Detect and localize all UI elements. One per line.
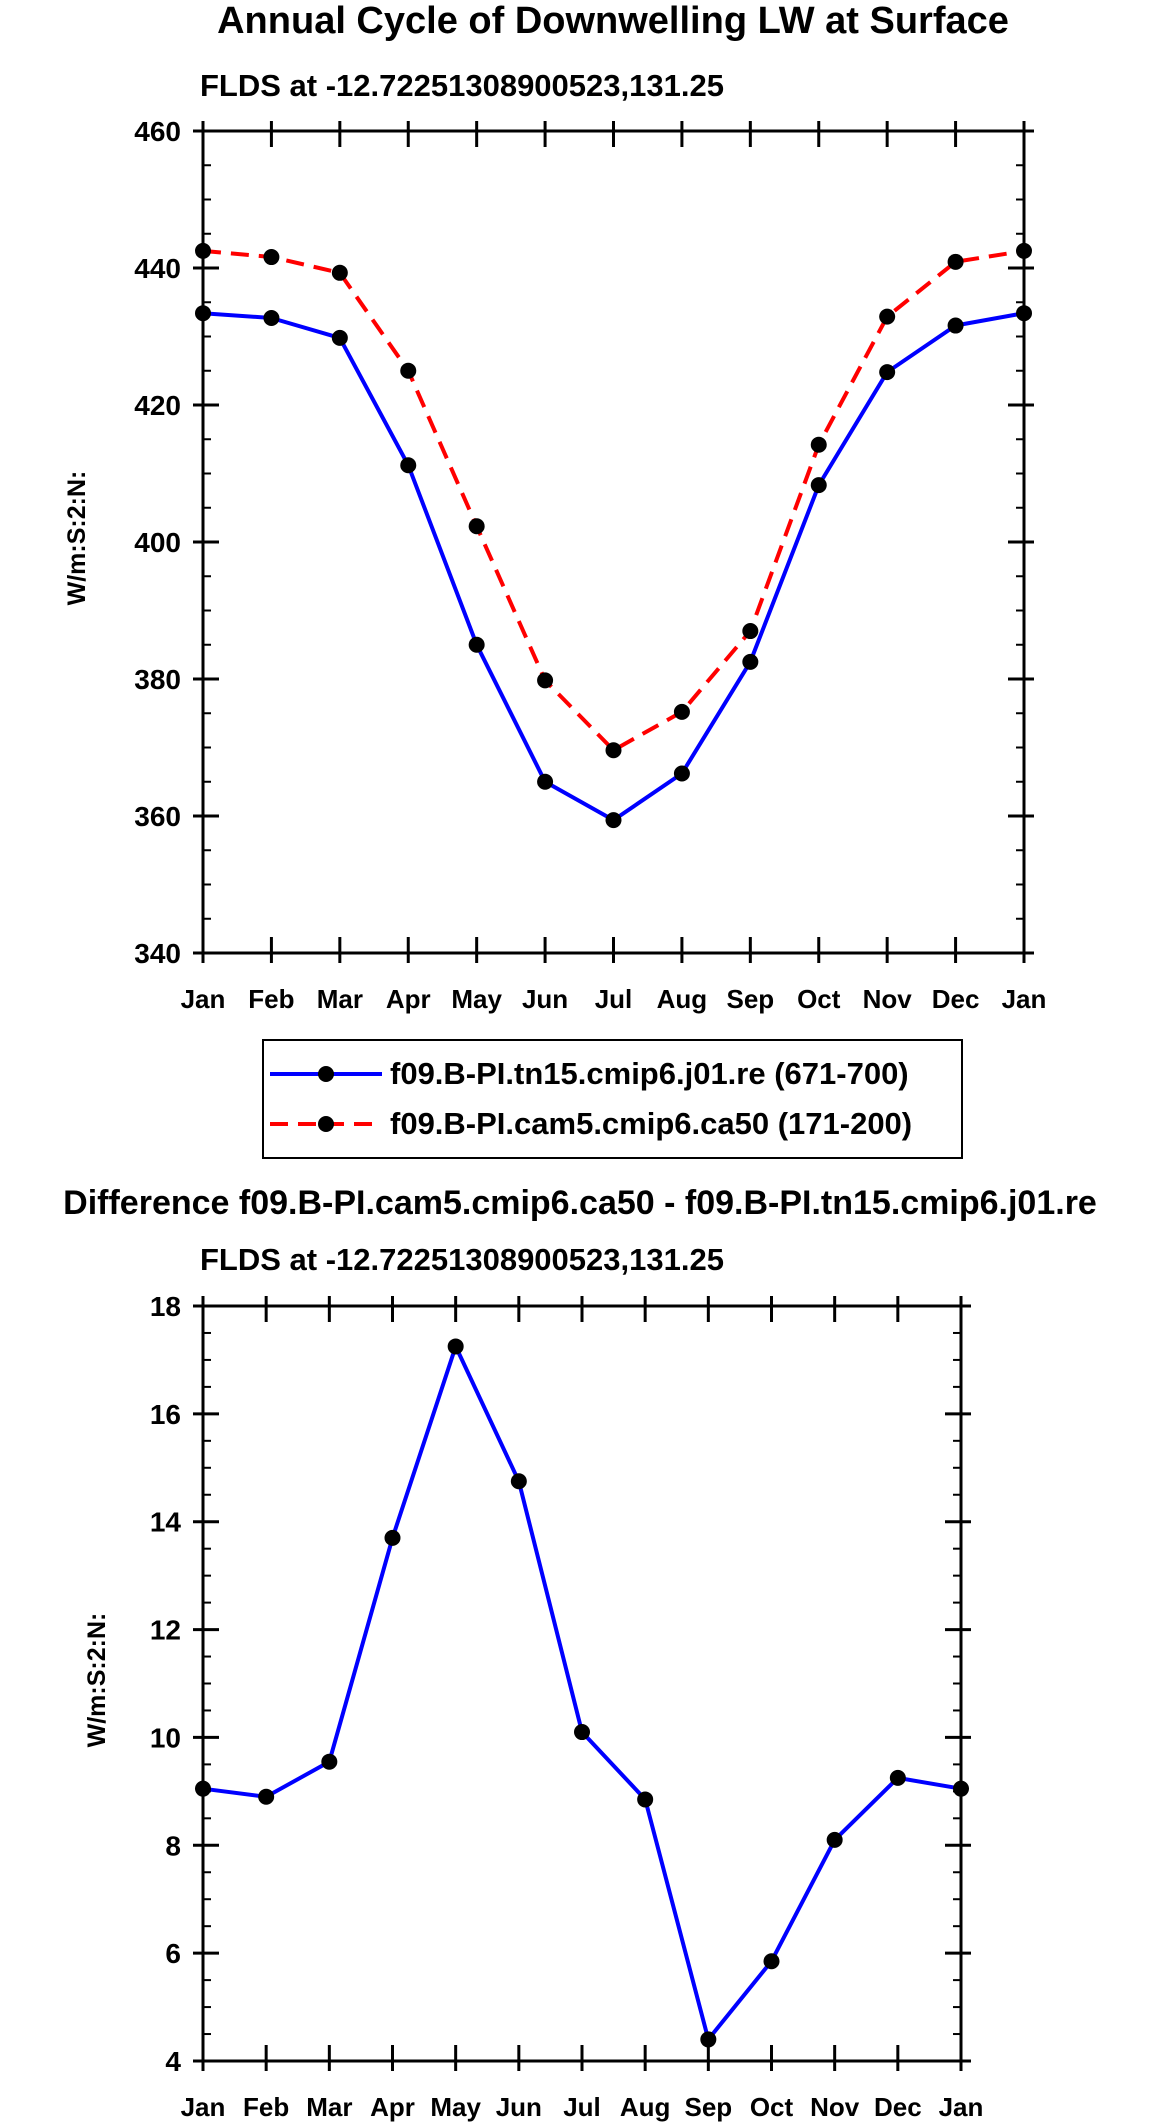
chart2-xtick-label: Dec: [874, 2092, 922, 2122]
chart2-xtick-label: Mar: [306, 2092, 352, 2122]
chart2-subtitle: FLDS at -12.72251308900523,131.25: [200, 1242, 724, 1277]
chart1-series-1-point: [400, 362, 417, 379]
chart2-series-0-line: [202, 1344, 962, 2042]
chart1-ytick-label: 400: [134, 527, 181, 558]
chart2-xtick-label: Jun: [496, 2092, 542, 2122]
chart1-series-1-line: [202, 248, 1025, 753]
chart1-title: Annual Cycle of Downwelling LW at Surfac…: [217, 0, 1009, 42]
chart2-title: Difference f09.B-PI.cam5.cmip6.ca50 - f0…: [63, 1184, 1097, 1222]
legend-test-label: f09.B-PI.cam5.cmip6.ca50 (171-200): [390, 1106, 912, 1141]
chart1-series-1-point: [879, 308, 896, 325]
chart2-xtick-label: Feb: [243, 2092, 289, 2122]
chart1-xtick-label: Dec: [932, 984, 980, 1014]
chart1-xtick-label: Nov: [863, 984, 913, 1014]
chart1-series-0-point: [605, 812, 622, 829]
chart1-xtick-label: Jan: [181, 984, 226, 1014]
chart1-ytick-label: 440: [134, 253, 181, 284]
chart1-series-0-point: [673, 765, 690, 782]
chart2-series-0-point: [384, 1529, 401, 1546]
chart1-series-1-point: [605, 742, 622, 759]
chart1-series-0-point: [879, 364, 896, 381]
chart1-series-1-point: [673, 703, 690, 720]
chart1-ytick-label: 360: [134, 801, 181, 832]
chart1-ytick-label: 340: [134, 938, 181, 969]
chart1-xtick-label: Oct: [797, 984, 841, 1014]
chart1-plot: 340 360 380 400 420 440 460 Jan Feb Mar Apr May Jun J…: [134, 116, 1046, 1014]
chart1-ytick-label: 420: [134, 390, 181, 421]
chart1-series-0-point: [947, 317, 964, 334]
chart1-series-0-point: [195, 305, 211, 322]
legend-ctrl-marker: [318, 1066, 334, 1082]
chart1-series-0-point: [742, 653, 759, 670]
chart1-xtick-label: Apr: [386, 984, 431, 1014]
chart1-frame: [201, 129, 1026, 955]
chart1-xtick-label: Jul: [595, 984, 633, 1014]
chart1-series-0-point: [468, 636, 485, 653]
chart1-legend: f09.B-PI.tn15.cmip6.j01.re (671-700) f09…: [262, 1039, 963, 1159]
chart1-xtick-label: Feb: [248, 984, 294, 1014]
chart2-xtick-label: Apr: [370, 2092, 415, 2122]
chart2-xtick-label: Jan: [939, 2092, 984, 2122]
chart2-ytick-label: 18: [150, 1291, 181, 1322]
chart2-ytick-label: 14: [150, 1507, 182, 1538]
chart1-series-1-point: [537, 672, 554, 689]
legend-ctrl-label: f09.B-PI.tn15.cmip6.j01.re (671-700): [390, 1056, 909, 1091]
chart1-series-1-point: [810, 436, 827, 453]
chart2-xtick-label: Jul: [563, 2092, 601, 2122]
chart1-ylabel: W/m:S:2:N:: [63, 471, 91, 606]
legend-box: [262, 1039, 963, 1159]
chart2-ytick-label: 10: [150, 1722, 181, 1753]
chart1-series-1-point: [742, 623, 759, 640]
chart2-series-0-point: [763, 1953, 780, 1970]
chart1-ytick-label: 460: [134, 116, 181, 147]
chart1-xtick-label: Sep: [726, 984, 774, 1014]
chart1-subtitle: FLDS at -12.72251308900523,131.25: [200, 68, 724, 103]
chart2-ytick-label: 12: [150, 1615, 181, 1646]
chart2-ylabel: W/m:S:2:N:: [83, 1613, 111, 1748]
chart1-series-1-point: [331, 264, 348, 281]
chart2-series-0-point: [574, 1724, 590, 1741]
chart2-series-0-point: [826, 1831, 843, 1848]
chart2-xtick-label: Oct: [750, 2092, 794, 2122]
chart2-frame: [201, 1304, 963, 2063]
chart2-series-0-point: [447, 1338, 464, 1355]
chart2-series-0-point: [321, 1753, 338, 1770]
chart2-series-0-point: [510, 1473, 527, 1490]
chart1-ytick-label: 380: [134, 664, 181, 695]
chart1-series-0-point: [1016, 305, 1032, 322]
chart2-ytick-label: 16: [150, 1399, 181, 1430]
chart1-xtick-label: Aug: [657, 984, 708, 1014]
chart1-series-0-point: [331, 329, 348, 346]
chart1-series-0-point: [810, 477, 827, 494]
chart2-series-0-point: [889, 1769, 906, 1786]
chart2-series-0-point: [195, 1780, 211, 1797]
chart2-xtick-label: Sep: [684, 2092, 732, 2122]
chart2-ytick-label: 8: [165, 1830, 181, 1861]
chart2-xtick-label: Nov: [810, 2092, 860, 2122]
chart1-series-1-point: [947, 253, 964, 270]
legend-test-marker: [318, 1116, 334, 1132]
chart2-series-0-point: [637, 1791, 654, 1808]
chart1-series-1-point: [195, 242, 211, 259]
chart2-ytick-label: 4: [165, 2046, 181, 2077]
chart2-series-0-point: [700, 2031, 717, 2048]
chart1-series-0-point: [263, 310, 280, 327]
chart2-series-0-point: [953, 1780, 969, 1797]
chart1-series-0-point: [537, 773, 554, 790]
chart1-xtick-label: Mar: [317, 984, 363, 1014]
chart2-xtick-label: Jan: [181, 2092, 226, 2122]
chart1-series-1-point: [1016, 242, 1032, 259]
chart1-xtick-label: Jun: [522, 984, 568, 1014]
chart1-xtick-label: May: [451, 984, 502, 1014]
chart2-plot: 4 6 8 10 12 14 16 18 Jan Feb Mar Apr May Jun Jul Aug Sep…: [150, 1291, 984, 2122]
chart1-xtick-label: Jan: [1002, 984, 1047, 1014]
chart2-xtick-label: May: [430, 2092, 481, 2122]
chart1-series-0-point: [400, 457, 417, 474]
chart2-series-0-point: [258, 1788, 275, 1805]
chart2-xtick-label: Aug: [620, 2092, 671, 2122]
chart2-ytick-label: 6: [165, 1938, 181, 1969]
chart1-series-1-point: [263, 249, 280, 266]
chart1-series-1-point: [468, 518, 485, 535]
